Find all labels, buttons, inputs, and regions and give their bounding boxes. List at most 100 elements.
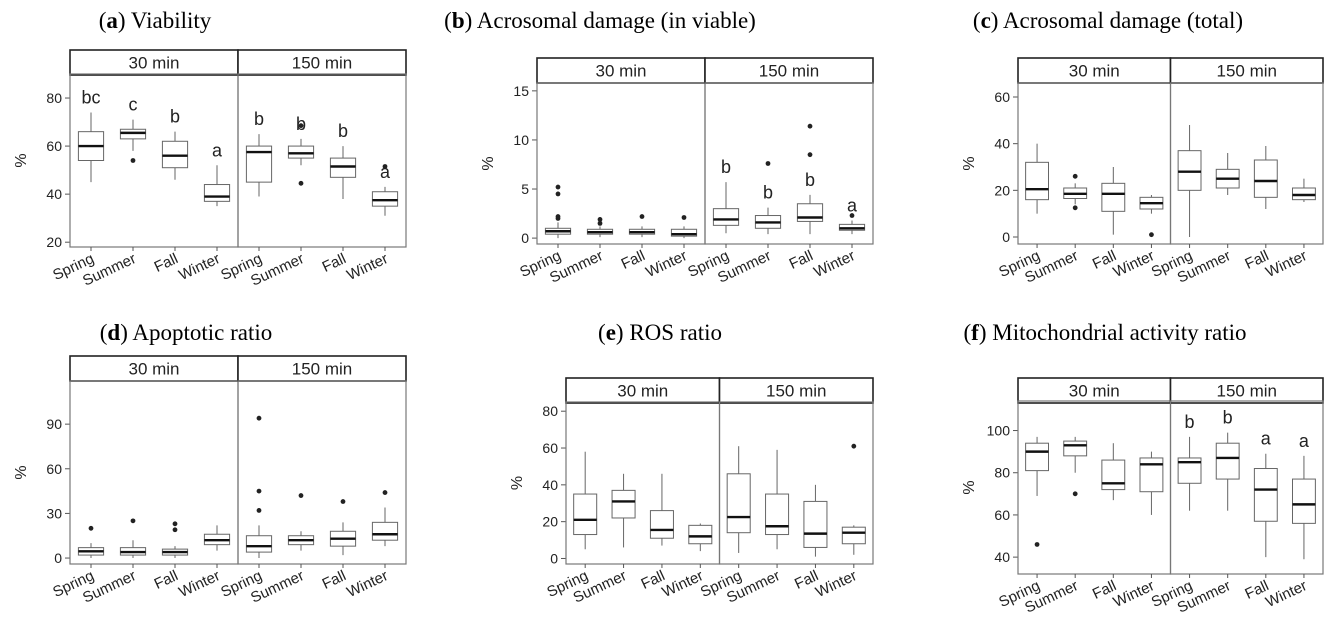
box-summer [765,449,790,550]
facet-label: 30 min [595,62,646,81]
iqr-box [765,493,790,536]
panel-title: (a) Viability [99,8,212,33]
facet-label: 150 min [292,360,352,379]
panel-title-close-paren: ) [991,8,1003,33]
x-tick-label: Fall [320,567,349,593]
outlier-point [298,493,304,498]
outlier-point [88,525,94,531]
box-winter [688,523,713,552]
y-tick-label: 60 [994,89,1010,105]
iqr-box [1253,468,1278,522]
y-axis-label: % [480,156,497,170]
facet-frame [237,380,407,565]
panel-title-open-paren: ( [973,8,981,33]
iqr-box [796,203,824,222]
x-tick-label: Winter [176,567,222,601]
y-tick-label: 20 [46,234,62,250]
outlier-point [807,152,813,158]
box-fall: b [329,121,357,199]
box-fall [1101,443,1126,501]
box-fall [803,484,828,557]
y-tick-label: 90 [46,416,62,432]
panel-title: (e) ROS ratio [598,320,722,345]
facet-label: 30 min [128,360,179,379]
y-tick-label: 20 [994,182,1010,198]
x-tick-label: Winter [344,250,390,284]
significance-letter: b [1223,408,1233,428]
box-spring [1025,436,1049,547]
panel-title-text: ROS ratio [629,320,722,345]
facet-label: 30 min [128,54,179,73]
y-tick-label: 0 [54,550,62,566]
panel-title-text: Acrosomal damage (total) [1003,8,1243,33]
y-tick-label: 40 [542,477,558,493]
facet-strip [1017,377,1172,404]
panel-title: (d) Apoptotic ratio [100,320,273,345]
facet-strip [69,49,239,76]
significance-letter: a [1299,431,1310,451]
facet-label: 30 min [617,382,668,401]
panel-letter: b [452,8,465,33]
box-summer: b [287,114,315,186]
box-winter [371,490,399,547]
box-winter: a [371,162,399,216]
facet-label: 150 min [1217,62,1277,81]
y-tick-label: 5 [521,181,529,197]
facet-strip [718,377,874,404]
panel-title-close-paren: ) [979,320,992,345]
iqr-box [371,521,399,541]
outlier-point [1072,491,1078,497]
y-tick-label: 80 [46,90,62,106]
facet-frame [536,82,706,245]
y-axis-label: % [961,156,978,170]
iqr-box [287,145,315,159]
box-summer: b [754,161,782,235]
box-spring: b [1177,412,1202,511]
x-tick-label: Winter [1263,247,1309,281]
x-tick-label: Fall [787,247,816,273]
y-tick-label: 0 [550,550,558,566]
outlier-point [382,490,388,495]
box-winter [1139,195,1164,238]
box-winter [670,215,698,239]
panel-title: (f) Mitochondrial activity ratio [964,320,1247,345]
box-summer: b [1215,408,1240,511]
y-tick-label: 20 [542,514,558,530]
y-axis-label: % [13,465,30,479]
panel-letter: e [606,320,616,345]
significance-letter: a [212,140,223,160]
x-tick-label: Winter [643,247,689,281]
box-spring [77,525,105,559]
outlier-point [765,161,771,166]
y-tick-label: 15 [513,83,529,99]
y-tick-label: 60 [46,138,62,154]
facet-strip [237,355,407,382]
iqr-box [726,473,751,534]
box-spring: b [712,157,740,234]
box-spring [1025,143,1049,214]
box-summer [1063,436,1088,497]
facet-label: 150 min [766,382,826,401]
iqr-box [329,157,357,178]
outlier-point [298,123,304,129]
significance-letter: b [296,114,306,134]
y-tick-label: 100 [987,423,1011,439]
panel-letter: c [981,8,991,33]
y-axis-label: % [509,476,526,490]
x-tick-label: Winter [813,567,859,601]
significance-letter: b [338,121,348,141]
iqr-box [1063,440,1088,457]
iqr-box [688,524,713,545]
box-summer [1063,173,1088,211]
significance-letter: b [170,107,180,127]
outlier-point [555,216,561,221]
iqr-box [1292,478,1316,524]
significance-letter: c [129,95,138,115]
box-spring: b [245,109,273,197]
iqr-box [670,228,698,237]
outlier-point [130,518,136,524]
outlier-point [555,184,561,190]
